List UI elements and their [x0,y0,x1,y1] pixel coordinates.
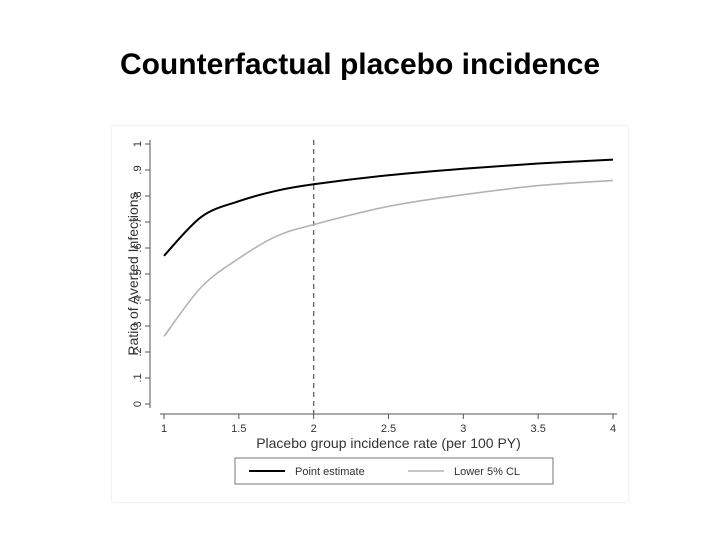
y-tick-label: .1 [132,373,144,382]
chart-frame [112,126,628,502]
axes: 1 1.5 2 2.5 3 3.5 4 0 .1 .2 .3 .4 .5 .6 .7 .8 .9 1 Placebo… [125,140,617,451]
y-tick-label: 0 [132,401,144,407]
x-tick-label: 3.5 [531,423,546,435]
y-axis-title: Ratio of Averted Infections [125,192,141,355]
series-line [163,179,614,337]
y-tick-label: .7 [132,217,144,226]
y-tick-label: .6 [132,243,144,252]
slide-title: Counterfactual placebo incidence [119,48,601,81]
legend-label: Point estimate [295,466,365,478]
y-tick-label: .9 [132,165,144,174]
legend: Point estimate Lower 5% CL [234,457,554,485]
y-tick-label: .8 [132,191,144,200]
x-tick-label: 2.5 [381,423,396,435]
y-tick-label: .3 [132,321,144,330]
legend-label: Lower 5% CL [454,466,520,478]
x-tick-label: 1 [161,423,167,435]
y-tick-label: .5 [132,269,144,278]
x-axis-title: Placebo group incidence rate (per 100 PY… [256,435,521,451]
y-tick-label: 1 [132,141,144,147]
y-tick-label: .4 [132,295,144,304]
line-chart: 1 1.5 2 2.5 3 3.5 4 0 .1 .2 .3 .4 .5 .6 .7 .8 .9 1 Placebo… [125,140,617,485]
x-tick-label: 2 [311,423,317,435]
x-tick-label: 4 [610,423,616,435]
y-tick-label: .2 [132,347,144,356]
x-tick-label: 3 [460,423,466,435]
legend-box [234,457,554,485]
series-line [163,158,614,257]
x-tick-label: 1.5 [231,423,246,435]
series-group [163,158,614,337]
